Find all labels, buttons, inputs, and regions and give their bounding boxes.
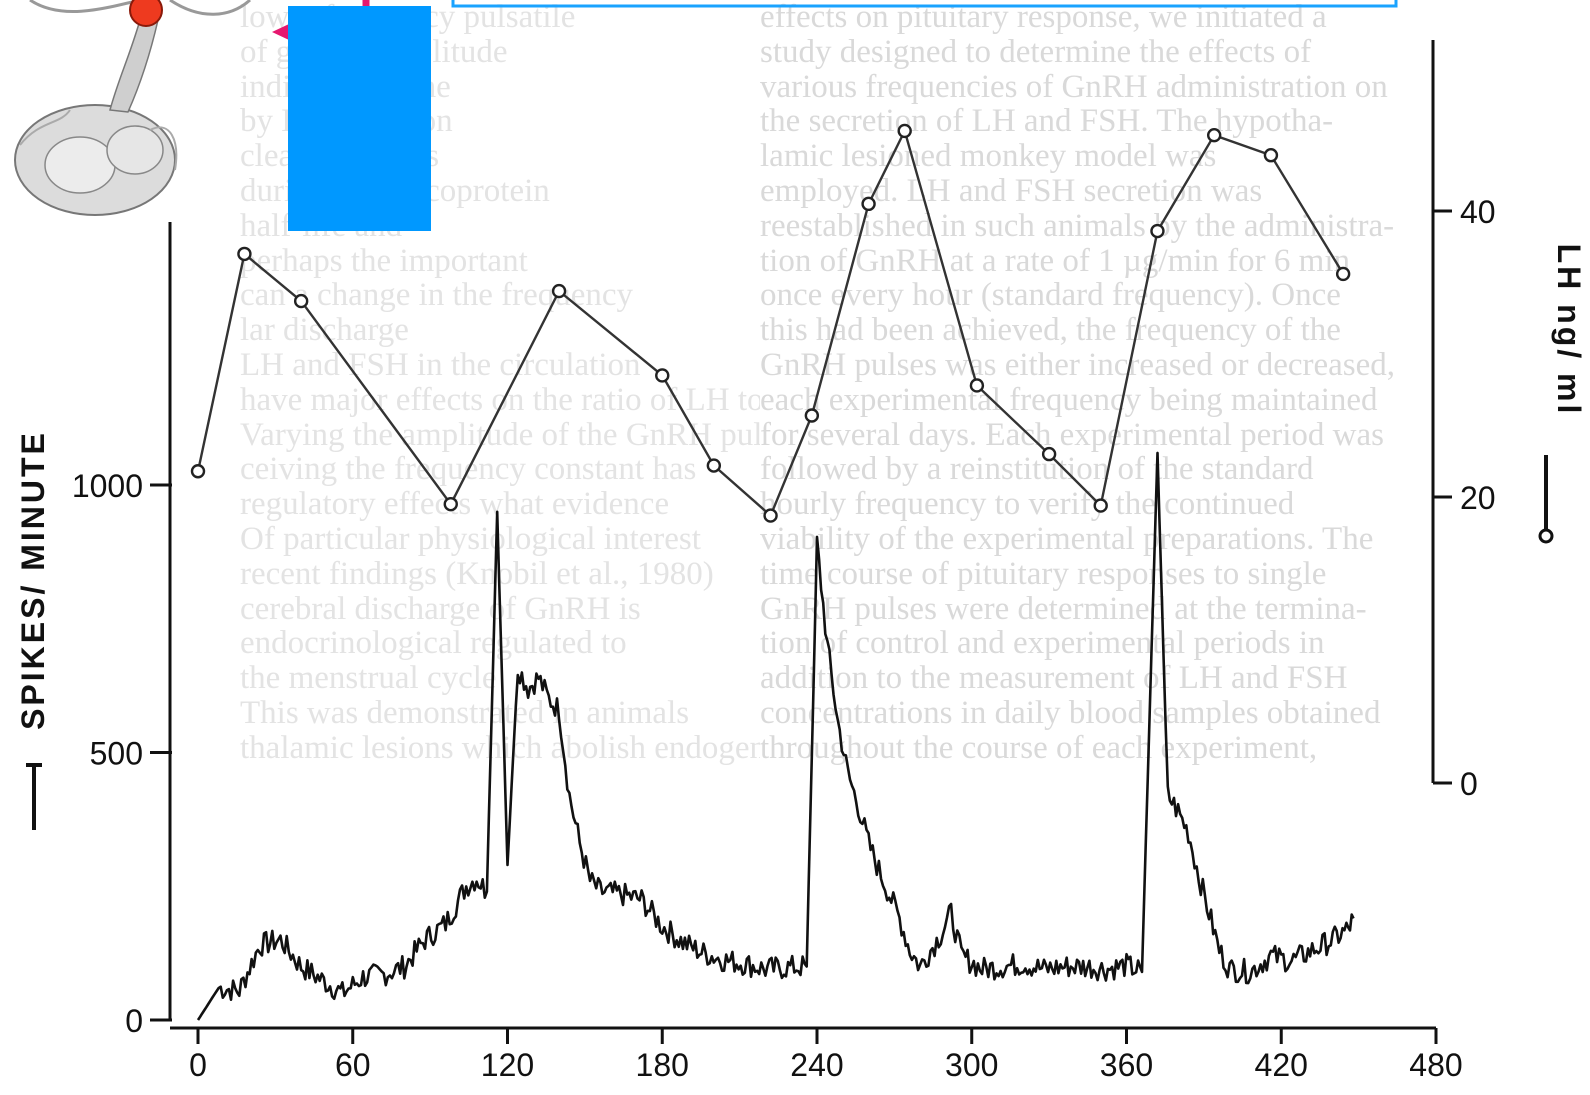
x-tick-label: 240: [790, 1047, 843, 1083]
left-y-tick-label: 1000: [72, 468, 143, 504]
bg-right-line: once every hour (standard frequency). On…: [760, 278, 1341, 314]
bg-left-line: thalamic lesions which abolish endogenou…: [240, 730, 760, 766]
bg-right-line: for several days. Each experimental peri…: [760, 417, 1384, 453]
bg-right-line: employed. LH and FSH secretion was: [760, 173, 1263, 209]
bg-right-line: GnRH pulses was either increased or decr…: [760, 347, 1396, 383]
lh-point: [969, 378, 985, 393]
x-tick-label: 0: [189, 1047, 207, 1083]
lh-point: [897, 123, 912, 139]
lh-point: [1150, 223, 1165, 239]
x-tick-label: 360: [1100, 1047, 1153, 1083]
lh-point: [655, 368, 670, 383]
lh-point: [1093, 498, 1108, 513]
bg-left-line: the menstrual cycle: [240, 661, 497, 696]
bg-right-line: time course of pituitary responses to si…: [760, 556, 1327, 592]
left-y-tick-label: 0: [125, 1003, 143, 1039]
bg-left-line: LH and FSH in the circulation: [240, 347, 641, 383]
right-y-tick-label: 40: [1460, 194, 1496, 230]
lh-point: [804, 408, 820, 423]
bg-right-line: various frequencies of GnRH administrati…: [760, 69, 1388, 105]
bg-right-line: each experimental frequency being mainta…: [760, 382, 1378, 418]
lh-point: [293, 293, 309, 309]
bg-left-line: cerebral discharge of GnRH is: [240, 591, 641, 627]
bg-right-line: study designed to determine the effects …: [760, 34, 1312, 70]
spikes-trace: [196, 451, 1355, 1021]
bg-right-line: viability of the experimental preparatio…: [760, 521, 1374, 557]
bg-right-line: the secretion of LH and FSH. The hypotha…: [760, 104, 1334, 140]
lh-point: [1206, 128, 1222, 143]
lh-point: [706, 458, 722, 473]
x-tick-label: 480: [1409, 1047, 1462, 1083]
bg-left-line: This was demonstrated in animals: [240, 695, 690, 731]
left-y-tick-label: 500: [90, 736, 143, 772]
x-tick-label: 420: [1255, 1047, 1308, 1083]
lh-point: [763, 508, 778, 523]
lh-line: [196, 127, 1345, 518]
background-text-right-column: effects on pituitary response, we initia…: [760, 0, 1560, 1040]
bg-left-line: recent findings (Knobil et al., 1980): [240, 556, 714, 592]
lh-point: [861, 196, 876, 212]
bg-right-line: lamic lesioned monkey model was: [760, 139, 1217, 174]
x-tick-label: 120: [481, 1047, 534, 1083]
lh-point: [237, 246, 252, 262]
x-tick-label: 300: [945, 1047, 998, 1083]
bg-right-line: concentrations in daily blood samples ob…: [760, 695, 1381, 731]
left-axis-label: SPIKES/ MINUTE: [15, 430, 51, 730]
chart-axes: [150, 40, 1452, 1044]
bg-left-line: have major effects on the ratio of LH to…: [240, 382, 760, 418]
bg-left-line: lar discharge: [240, 313, 409, 348]
bg-left-line: endocrinological regulated to: [240, 626, 627, 662]
right-y-tick-label: 20: [1460, 480, 1496, 516]
lh-series: [190, 123, 1351, 523]
bg-left-line: Varying the amplitude of the GnRH pulses: [240, 417, 760, 453]
right-y-tick-label: 0: [1460, 766, 1478, 802]
lh-point: [1041, 446, 1057, 462]
lh-point: [1335, 266, 1351, 282]
bg-left-line: Of particular physiological interest: [240, 521, 701, 557]
x-tick-label: 60: [335, 1047, 371, 1083]
right-legend-marker: [1538, 528, 1554, 544]
bg-right-line: followed by a reinstitution of the stand…: [760, 452, 1314, 488]
bg-right-line: tion of GnRH at a rate of 1 µg/min for 6…: [760, 243, 1350, 279]
lh-point: [443, 496, 458, 512]
lh-point: [190, 464, 206, 479]
lh-point: [1263, 148, 1279, 163]
bg-right-line: GnRH pulses were determined at the termi…: [760, 591, 1367, 627]
x-tick-label: 180: [636, 1047, 689, 1083]
bg-right-line: throughout the course of each experiment…: [760, 730, 1318, 766]
bg-right-line: hourly frequency to verify the continued: [760, 487, 1295, 522]
bg-right-line: tion of control and experimental periods…: [760, 626, 1325, 662]
bg-right-line: addition to the measurement of LH and FS…: [760, 661, 1348, 696]
right-axis-label: LH ng/ ml: [1551, 244, 1587, 417]
lh-point: [551, 283, 567, 299]
blue-annotation-box: [288, 6, 431, 231]
bg-left-line: perhaps the important: [240, 243, 528, 279]
electrode-marker: [129, 0, 163, 27]
axis-labels: 0 500 1000 0 60 120 180 240 300 360 420 480 0 20 40 SPI…: [15, 194, 1587, 1083]
bg-right-line: this had been achieved, the frequency of…: [760, 313, 1341, 348]
pituitary-illustration: [14, 0, 252, 216]
spikes-series: [196, 451, 1355, 1021]
blue-outline-box: [451, 0, 1398, 8]
